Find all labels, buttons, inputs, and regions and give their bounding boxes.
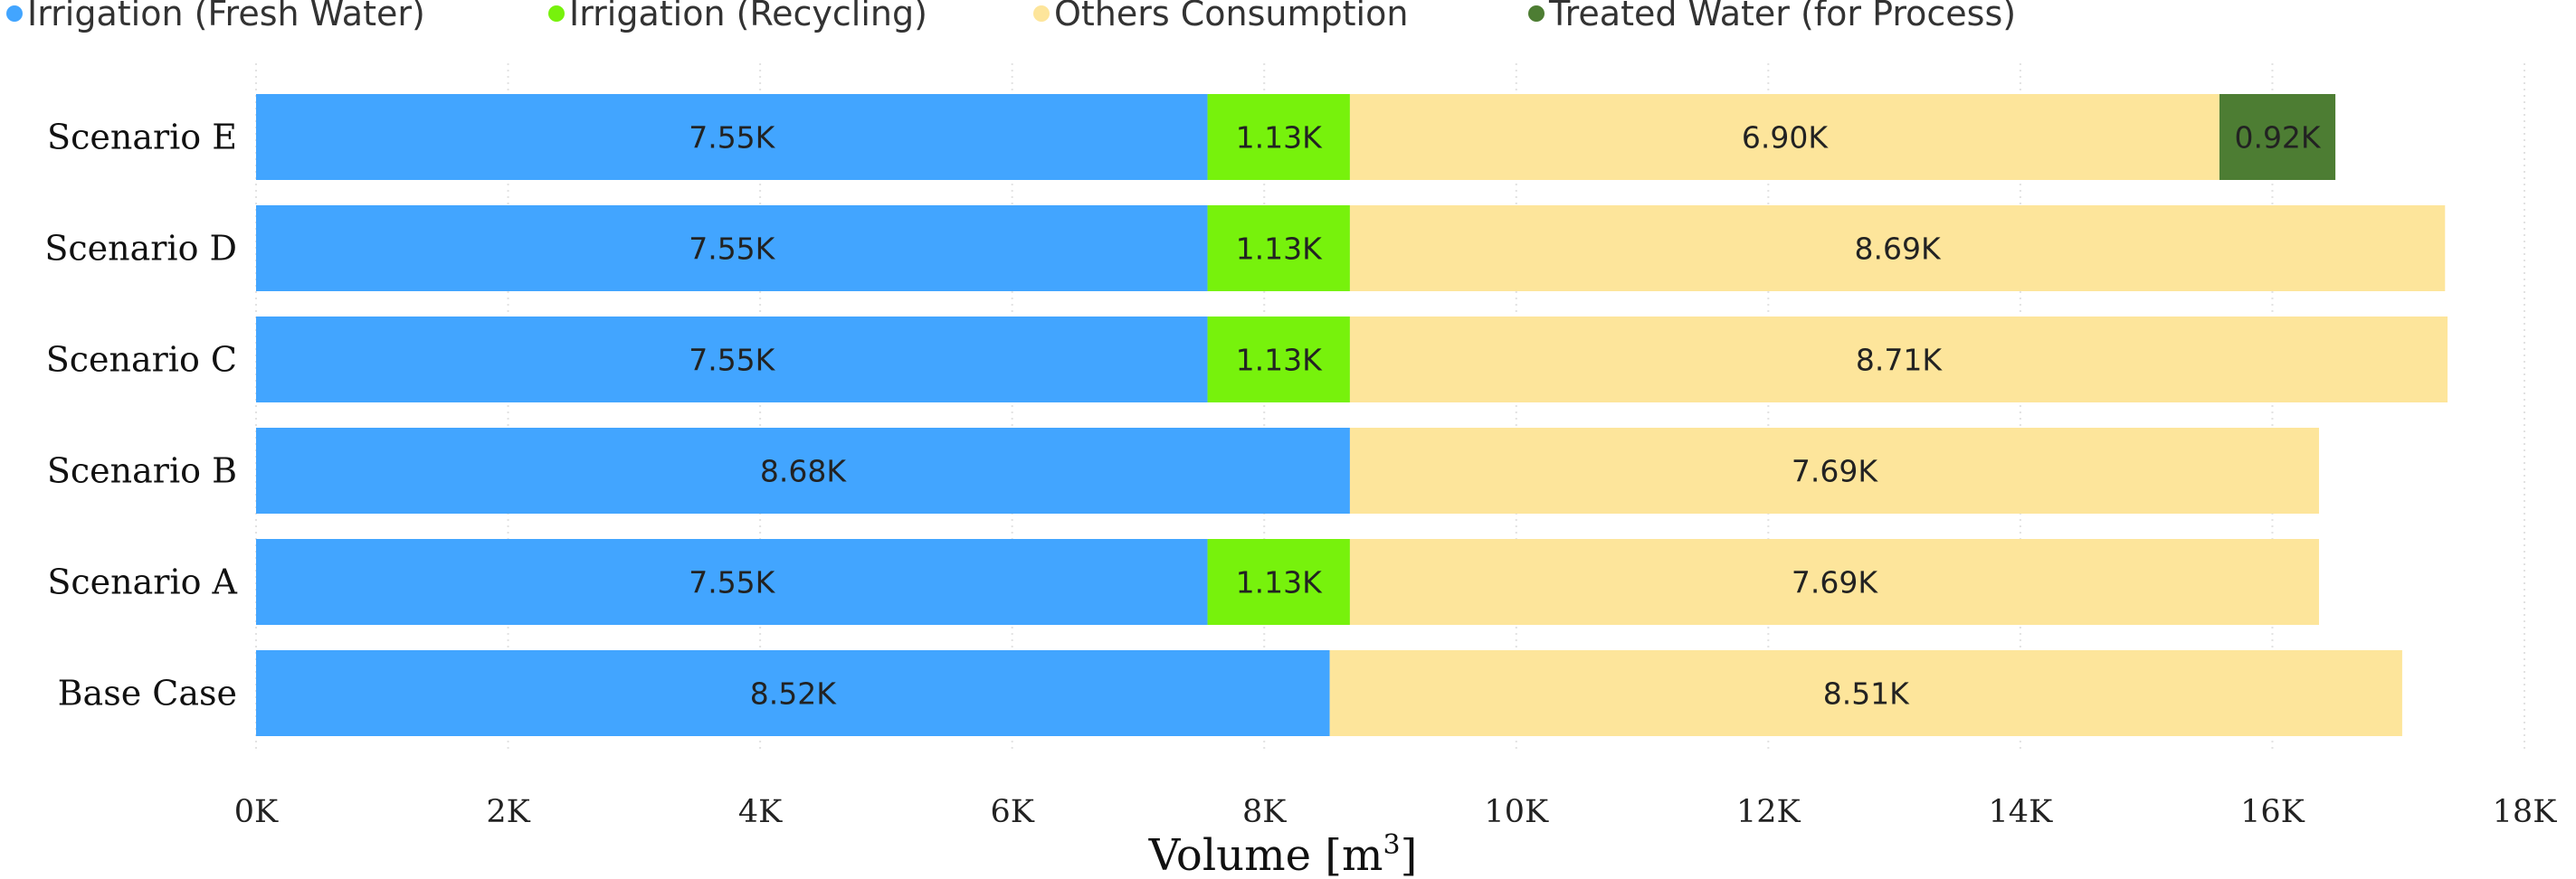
x-axis-title: Volume [m3] [1148,829,1418,879]
legend-marker [1528,5,1545,22]
legend-label: Irrigation (Fresh Water) [27,0,425,33]
data-label: 6.90K [1742,120,1829,156]
bar-segment [1329,650,2402,736]
x-tick-label: 12K [1736,794,1801,830]
x-tick-label: 8K [1242,794,1287,830]
data-label: 8.71K [1856,343,1943,378]
category-label: Base Case [58,674,237,714]
x-tick-label: 18K [2493,794,2558,830]
data-label: 8.68K [760,454,847,489]
data-label: 1.13K [1236,343,1323,378]
x-tick-label: 14K [1989,794,2054,830]
x-axis-title-superscript: 3 [1383,829,1401,861]
legend-label: Others Consumption [1054,0,1408,33]
bar-segment [1349,428,2319,514]
x-tick-label: 2K [486,794,530,830]
bar-segment [1207,539,1350,625]
bar-segment [1349,205,2446,291]
legend-marker [6,5,23,22]
category-label: Scenario D [44,229,237,269]
data-label: 7.55K [689,343,775,378]
data-label: 8.51K [1823,676,1910,712]
data-label: 7.55K [689,565,775,600]
bar-segment [1349,317,2448,402]
category-label: Scenario C [46,340,237,380]
data-label: 7.55K [689,120,775,156]
bar-segment [256,428,1350,514]
bar-segment [1349,539,2319,625]
bar-segment [256,539,1208,625]
data-label: 7.69K [1792,454,1878,489]
category-label: Scenario E [47,118,237,157]
x-tick-label: 16K [2240,794,2305,830]
data-label: 1.13K [1236,565,1323,600]
category-label: Scenario A [47,562,237,602]
bar-segment [1207,317,1350,402]
x-axis-title-suffix: ] [1401,830,1418,879]
data-label: 0.92K [2234,120,2321,156]
x-tick-label: 0K [234,794,279,830]
bar-segment [256,205,1208,291]
bar-segment [1349,94,2220,180]
bar-segment [256,94,1208,180]
category-labels: Scenario E Scenario D Scenario C Scenario B… [44,118,237,714]
x-axis-title-main: Volume [m [1148,830,1383,879]
data-label: 1.13K [1236,232,1323,267]
data-label: 8.69K [1855,232,1942,267]
bar-segment [1207,94,1350,180]
legend-marker [548,5,565,22]
legend-marker [1033,5,1050,22]
data-label: 8.52K [750,676,837,712]
bar-segment [2219,94,2336,180]
bar-segment [1207,205,1350,291]
x-tick-label: 6K [990,794,1034,830]
bars: 7.55K 1.13K 6.90K 0.92K 7.55K 1.13K 8.69K 7.55K… [256,94,2448,736]
legend: Irrigation (Fresh Water) Irrigation (Recy… [6,0,2016,33]
bar-segment [256,317,1208,402]
legend-label: Treated Water (for Process) [1548,0,2016,33]
bar-segment [256,650,1330,736]
data-label: 7.55K [689,232,775,267]
x-axis-ticks: 0K 2K 4K 6K 8K 10K 12K 14K 16K 18K [234,794,2557,830]
data-label: 1.13K [1236,120,1323,156]
category-label: Scenario B [47,451,237,491]
x-tick-label: 4K [738,794,783,830]
x-tick-label: 10K [1484,794,1549,830]
data-label: 7.69K [1792,565,1878,600]
legend-label: Irrigation (Recycling) [569,0,927,33]
